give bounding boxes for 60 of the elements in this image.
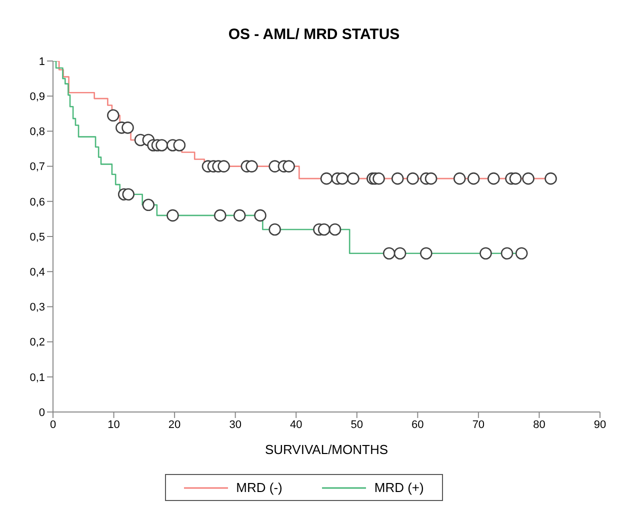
x-tick-label: 0	[50, 418, 56, 431]
legend-label: MRD (+)	[374, 480, 424, 495]
x-tick-label: 50	[350, 418, 364, 431]
y-tick-label: 0,5	[30, 231, 45, 244]
point	[424, 172, 438, 185]
point	[467, 172, 480, 185]
y-tick-label: 0,7	[30, 161, 45, 174]
point	[282, 160, 295, 172]
x-tick-label: 30	[229, 418, 242, 431]
x-tick-label: 60	[412, 418, 424, 431]
point	[218, 160, 230, 172]
point	[372, 172, 385, 185]
point	[214, 209, 226, 222]
y-tick-label: 0,9	[30, 91, 45, 104]
chart-title: OS - AML/ MRD STATUS	[227, 25, 401, 45]
y-tick-label: 0,8	[30, 126, 45, 138]
x-tick-label: 70	[472, 418, 485, 431]
point	[107, 109, 120, 122]
point	[509, 172, 522, 185]
point	[328, 223, 342, 236]
legend-label: MRD (-)	[236, 480, 282, 495]
x-tick-label: 90	[594, 418, 606, 431]
x-tick-label: 80	[533, 418, 546, 431]
point	[320, 172, 333, 185]
y-tick-label: 1	[38, 56, 45, 68]
x-tick-label: 20	[168, 418, 181, 431]
point	[268, 223, 281, 236]
point	[406, 172, 419, 185]
point	[391, 172, 404, 185]
x-tick-label: 10	[108, 418, 120, 431]
point	[394, 247, 406, 260]
point	[233, 209, 246, 222]
point	[515, 247, 528, 260]
point	[246, 160, 258, 172]
y-tick-label: 0,4	[30, 266, 45, 279]
y-tick-label: 0,6	[30, 196, 45, 208]
y-tick-label: 0,2	[30, 336, 45, 349]
point	[336, 172, 348, 185]
point	[420, 247, 432, 260]
y-tick-label: 0,1	[30, 372, 45, 384]
point	[173, 139, 186, 152]
point	[318, 223, 330, 236]
point	[166, 209, 179, 222]
x-tick-label: 40	[290, 418, 302, 431]
point	[347, 172, 360, 185]
x-axis-title: SURVIVAL/MONTHS	[264, 442, 388, 457]
point	[122, 188, 135, 201]
point	[480, 247, 492, 260]
point	[487, 172, 500, 185]
point	[382, 247, 396, 260]
point	[544, 172, 557, 185]
y-tick-label: 0	[38, 406, 45, 419]
point	[156, 139, 168, 152]
point	[254, 209, 266, 222]
point	[453, 172, 466, 185]
point	[522, 172, 534, 185]
point	[142, 198, 155, 212]
y-tick-label: 0,3	[30, 302, 45, 314]
point	[122, 122, 134, 134]
point	[500, 247, 514, 260]
